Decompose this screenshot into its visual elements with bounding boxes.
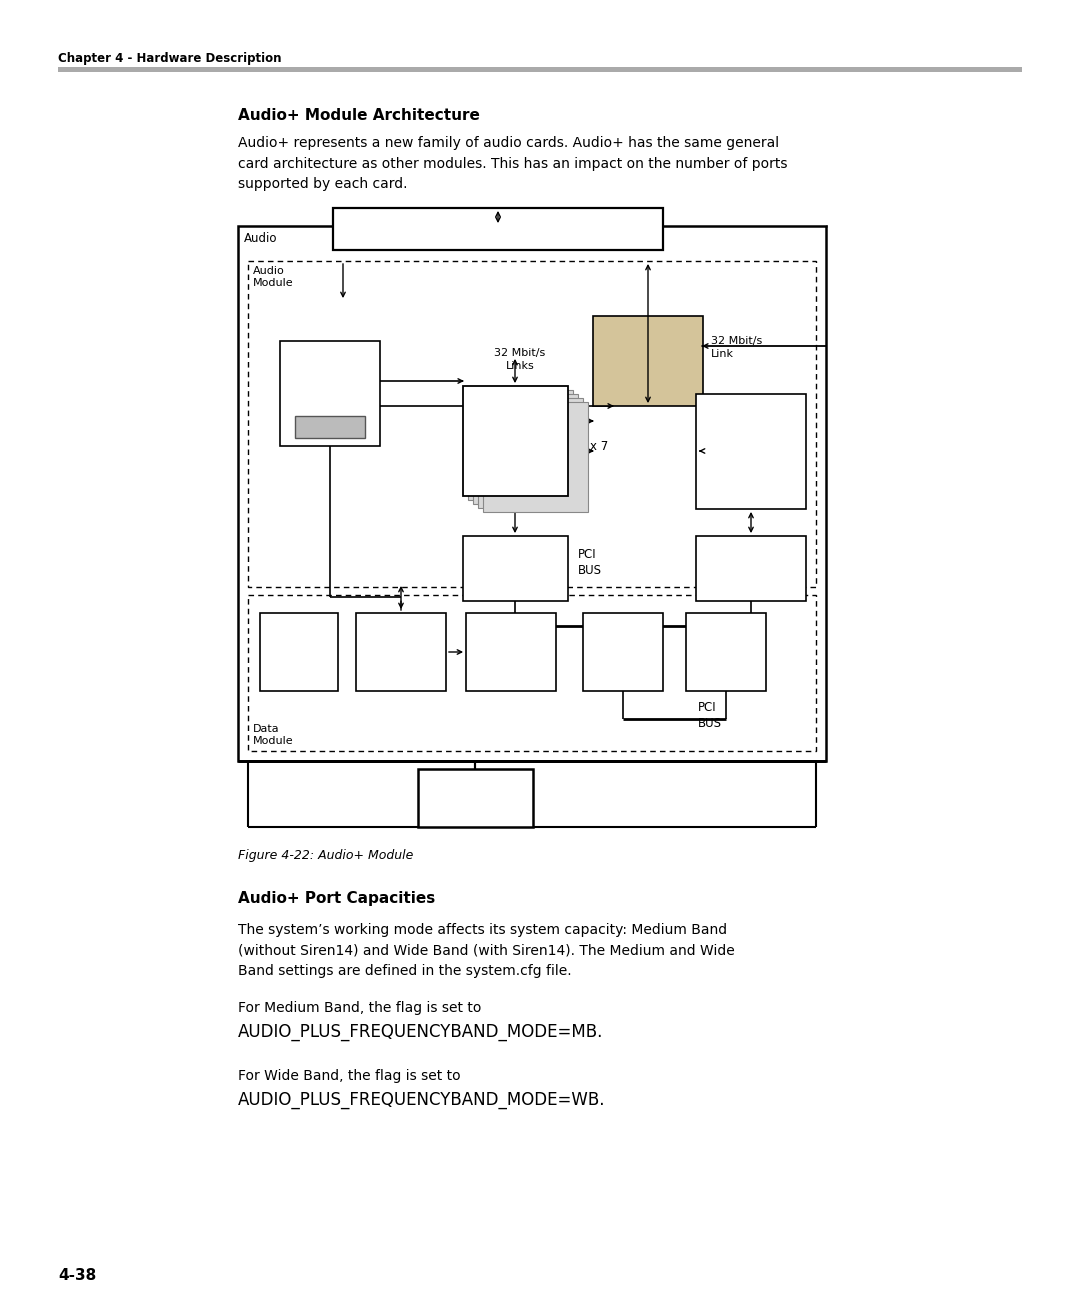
Bar bbox=[473, 394, 578, 504]
Text: AUDIO_PLUS_FREQUENCYBAND_MODE=MB.: AUDIO_PLUS_FREQUENCYBAND_MODE=MB. bbox=[238, 1023, 604, 1041]
Bar bbox=[686, 613, 766, 691]
Bar bbox=[356, 613, 446, 691]
Bar bbox=[696, 535, 806, 601]
Text: Card
Manager: Card Manager bbox=[375, 637, 427, 667]
Text: Memory: Memory bbox=[727, 562, 775, 575]
Text: LAN
I/F: LAN I/F bbox=[611, 637, 635, 667]
Text: The system’s working mode affects its system capacity: Medium Band
(without Sire: The system’s working mode affects its sy… bbox=[238, 923, 734, 978]
Text: Audio
Codec
DSP: Audio Codec DSP bbox=[497, 418, 534, 465]
Bar bbox=[483, 402, 588, 512]
Text: AUDIO_PLUS_FREQUENCYBAND_MODE=WB.: AUDIO_PLUS_FREQUENCYBAND_MODE=WB. bbox=[238, 1091, 606, 1109]
Bar bbox=[465, 613, 556, 691]
Text: Message
module: Message module bbox=[305, 376, 355, 406]
Text: Audio
Controller
Unit
DSP: Audio Controller Unit DSP bbox=[724, 427, 779, 474]
Bar bbox=[478, 398, 583, 508]
Text: TDM Interface: TDM Interface bbox=[454, 222, 542, 235]
Bar bbox=[248, 596, 816, 751]
Text: Audio
Module: Audio Module bbox=[253, 266, 294, 289]
Text: 32 Mbit/s
Link: 32 Mbit/s Link bbox=[711, 336, 762, 359]
Bar bbox=[248, 261, 816, 588]
Text: Data
Module: Data Module bbox=[253, 724, 294, 746]
Text: Audio+ Module Architecture: Audio+ Module Architecture bbox=[238, 108, 480, 123]
Text: PCI
BUS: PCI BUS bbox=[578, 549, 602, 577]
Text: Audio+ Port Capacities: Audio+ Port Capacities bbox=[238, 891, 435, 906]
Bar bbox=[58, 67, 1022, 72]
Text: Front
Panel
LEDs: Front Panel LEDs bbox=[283, 629, 315, 675]
Bar bbox=[418, 769, 534, 827]
Text: Chapter 4 - Hardware Description: Chapter 4 - Hardware Description bbox=[58, 52, 282, 65]
Bar bbox=[583, 613, 663, 691]
Bar bbox=[260, 613, 338, 691]
Bar bbox=[280, 341, 380, 447]
Bar bbox=[463, 535, 568, 601]
Text: Memory: Memory bbox=[487, 645, 535, 658]
Text: For Medium Band, the flag is set to: For Medium Band, the flag is set to bbox=[238, 1000, 482, 1015]
Text: Memory: Memory bbox=[491, 562, 539, 575]
Bar bbox=[468, 390, 573, 500]
Bar bbox=[333, 208, 663, 249]
Bar bbox=[696, 394, 806, 509]
Text: HDLC
I/F: HDLC I/F bbox=[457, 784, 494, 814]
Text: QIFI
FPGA: QIFI FPGA bbox=[632, 346, 664, 376]
Text: PMC
I/F: PMC I/F bbox=[713, 637, 739, 667]
Text: 32 Mbit/s
Links: 32 Mbit/s Links bbox=[495, 347, 545, 371]
Text: x 7: x 7 bbox=[590, 440, 608, 453]
Text: For Wide Band, the flag is set to: For Wide Band, the flag is set to bbox=[238, 1070, 461, 1083]
Bar bbox=[295, 417, 365, 438]
Bar bbox=[463, 387, 568, 496]
Bar bbox=[593, 316, 703, 406]
Text: Audio: Audio bbox=[244, 232, 278, 246]
Text: 4-38: 4-38 bbox=[58, 1268, 96, 1282]
Text: PCI
BUS: PCI BUS bbox=[698, 701, 723, 730]
Text: Figure 4-22: Audio+ Module: Figure 4-22: Audio+ Module bbox=[238, 849, 414, 862]
Bar bbox=[238, 226, 826, 761]
Text: Audio+ represents a new family of audio cards. Audio+ has the same general
card : Audio+ represents a new family of audio … bbox=[238, 136, 787, 191]
